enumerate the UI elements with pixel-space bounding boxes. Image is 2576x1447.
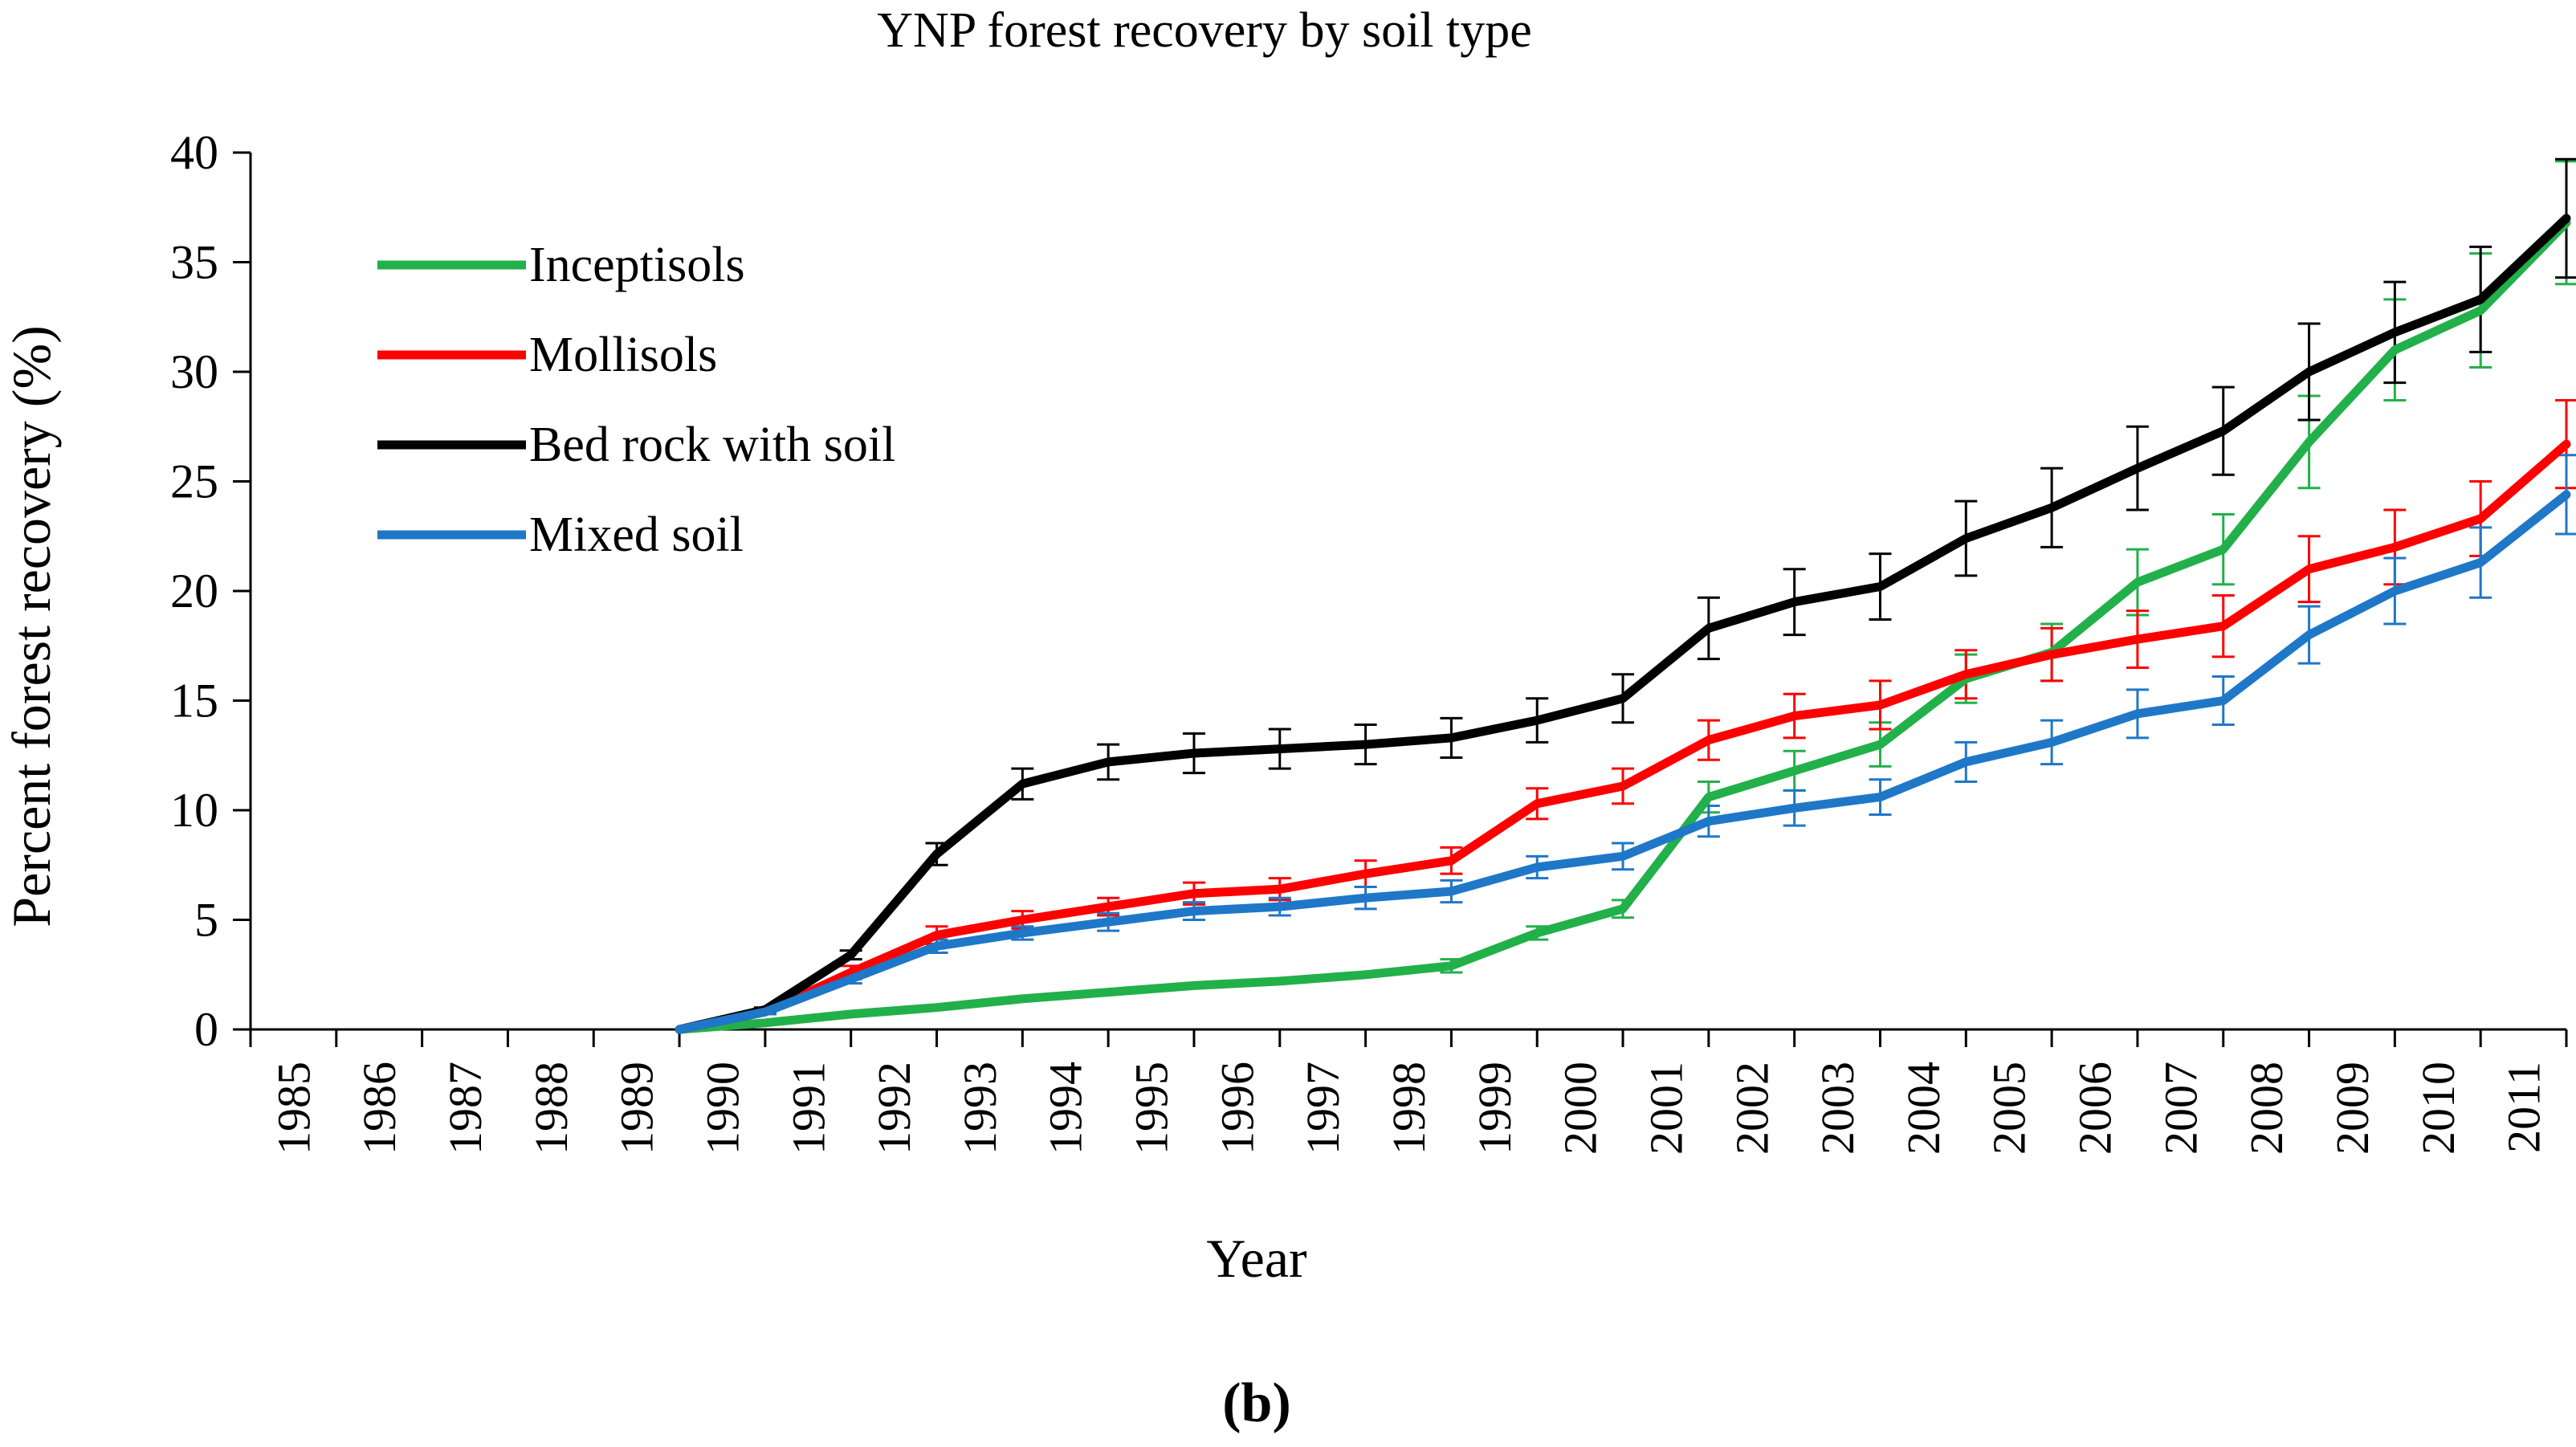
y-tick-label: 30	[170, 345, 218, 398]
legend-label-bed-rock-with-soil: Bed rock with soil	[529, 418, 895, 472]
x-tick-label: 1993	[954, 1062, 1006, 1155]
y-tick-label: 0	[194, 1003, 218, 1056]
x-tick-label: 1987	[439, 1062, 491, 1155]
x-tick-label: 2010	[2412, 1062, 2464, 1155]
series-line-inceptisols	[675, 218, 2571, 1034]
x-tick-label: 2002	[1726, 1062, 1778, 1155]
x-tick-label: 1999	[1469, 1062, 1521, 1155]
chart-title: YNP forest recovery by soil type	[877, 3, 1532, 58]
x-tick-label: 1990	[696, 1062, 748, 1155]
x-tick-label: 2004	[1897, 1062, 1950, 1155]
y-tick-label: 15	[170, 675, 218, 728]
y-tick-label: 40	[170, 126, 218, 179]
series-line-mollisols	[675, 439, 2571, 1034]
x-tick-label: 2000	[1555, 1062, 1607, 1155]
panel-label: (b)	[1222, 1372, 1291, 1434]
series-line-mixed-soil	[675, 490, 2571, 1034]
x-tick-label: 1988	[525, 1062, 577, 1155]
y-axis-title: Percent forest recovery (%)	[1, 325, 62, 927]
x-tick-label: 2007	[2154, 1062, 2207, 1155]
y-tick-label: 20	[170, 565, 218, 618]
y-tick-label: 25	[170, 455, 218, 508]
x-tick-label: 2008	[2240, 1062, 2293, 1155]
y-tick-label: 35	[170, 236, 218, 289]
x-tick-label: 1985	[267, 1062, 320, 1155]
x-tick-label: 2001	[1640, 1062, 1692, 1155]
x-tick-label: 1994	[1040, 1062, 1092, 1155]
y-tick-label: 5	[194, 894, 218, 947]
x-tick-label: 2011	[2498, 1062, 2550, 1153]
x-tick-label: 1997	[1297, 1062, 1349, 1155]
error-bars	[753, 157, 2576, 1016]
x-tick-label: 1989	[611, 1062, 663, 1155]
x-tick-label: 2003	[1812, 1062, 1864, 1155]
x-tick-label: 1996	[1211, 1062, 1263, 1155]
x-tick-label: 1992	[868, 1062, 920, 1155]
x-tick-label: 2006	[2069, 1062, 2122, 1155]
axes: 0 5 10 15 20 25 30 35 40 1985 1986 1987 1988 1989 1990…	[170, 126, 2568, 1155]
x-tick-label: 1986	[353, 1062, 406, 1155]
x-tick-label: 2009	[2326, 1062, 2378, 1155]
x-tick-label: 2005	[1983, 1062, 2036, 1155]
x-tick-label: 1998	[1383, 1062, 1435, 1155]
x-axis-title: Year	[1206, 1228, 1307, 1289]
legend-label-mollisols: Mollisols	[529, 328, 717, 382]
x-tick-label: 1995	[1126, 1062, 1178, 1155]
x-tick-label: 1991	[782, 1062, 834, 1155]
legend-label-mixed-soil: Mixed soil	[529, 507, 744, 562]
data-series	[675, 214, 2571, 1034]
legend-label-inceptisols: Inceptisols	[529, 238, 745, 292]
series-line-bed-rock-with-soil	[675, 214, 2571, 1034]
legend: Inceptisols Mollisols Bed rock with soil Mi…	[377, 238, 895, 562]
y-tick-label: 10	[170, 784, 218, 837]
